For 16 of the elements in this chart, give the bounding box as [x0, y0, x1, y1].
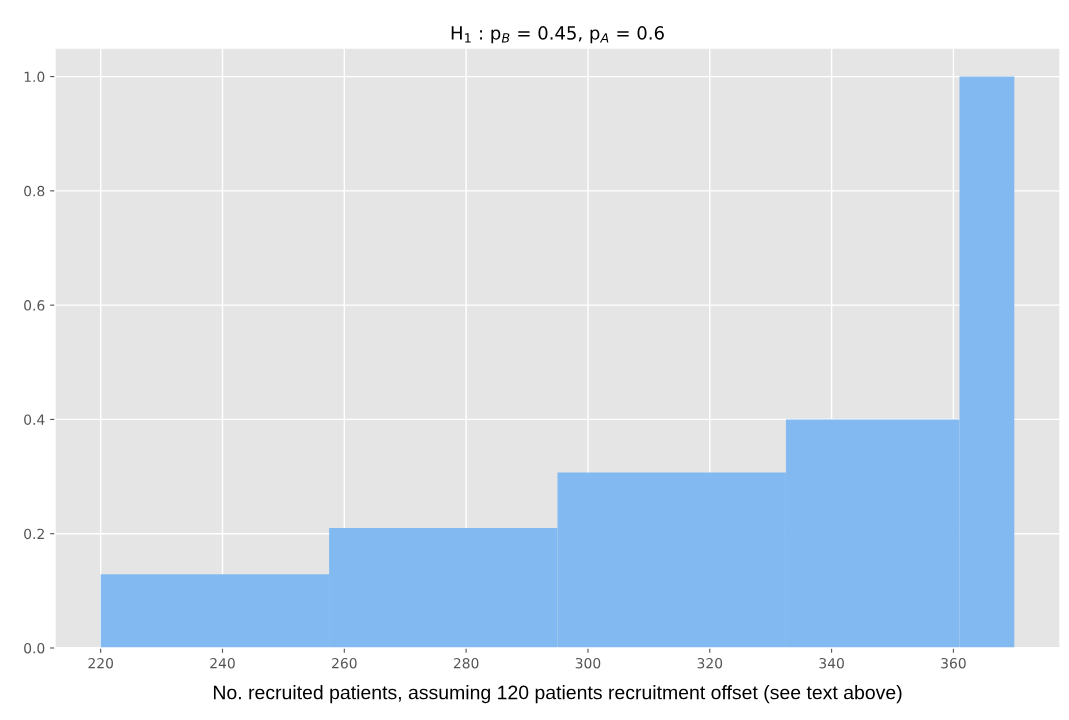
x-tick-label: 360 — [941, 657, 966, 669]
y-tick-label: 0.6 — [24, 300, 45, 311]
y-tick-label: 0.4 — [24, 414, 45, 425]
y-tick-label: 0.8 — [24, 185, 45, 197]
x-tick-label: 260 — [332, 657, 357, 669]
y-tick-label: 0.2 — [24, 528, 44, 540]
x-tick-label: 300 — [575, 657, 601, 669]
chart-title: H$_{1}$ : p$_{B}$ = 0.45, p$_{A}$ = 0.6 — [451, 26, 664, 44]
y-tick-label: 0.0 — [24, 642, 45, 654]
x-tick-label: 280 — [453, 657, 479, 669]
x-tick-label: 340 — [819, 657, 844, 669]
x-tick-label: 320 — [697, 657, 723, 669]
x-tick-label: 240 — [210, 657, 235, 669]
x-axis-title: No. recruited patients, assuming 120 patients recruitment offset (see text above) — [213, 685, 902, 704]
y-tick-label: 1.0 — [24, 71, 45, 83]
x-tick-label: 220 — [88, 657, 114, 669]
